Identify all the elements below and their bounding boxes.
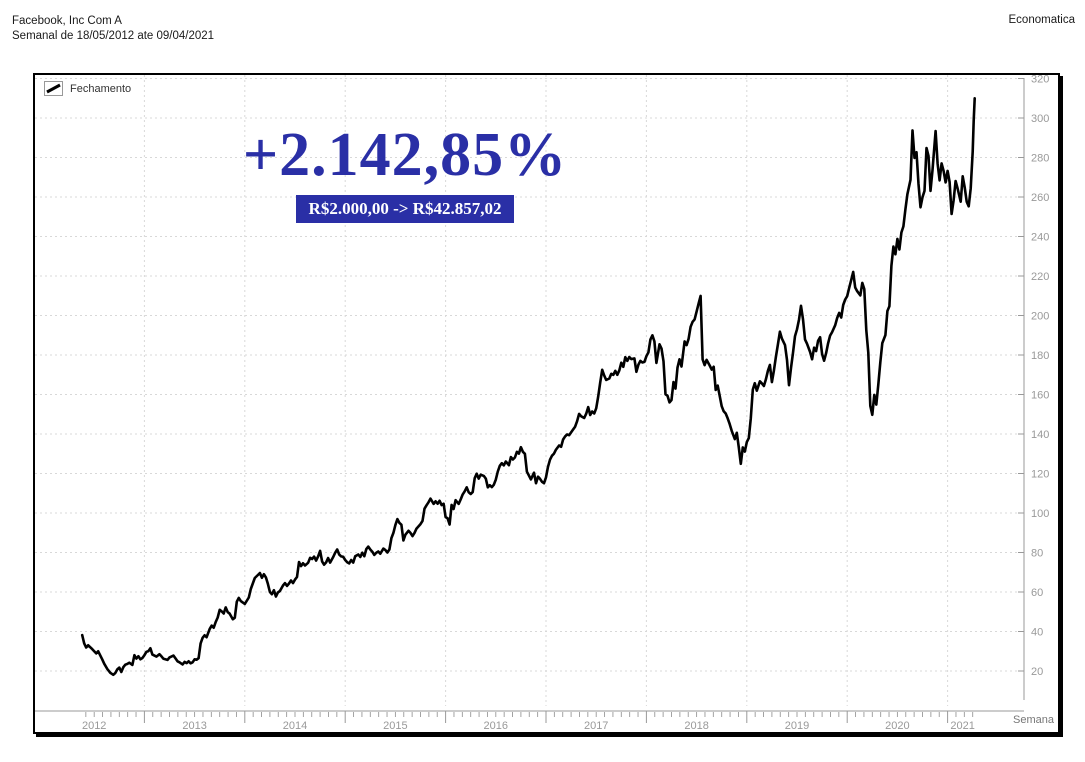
svg-text:2017: 2017 xyxy=(584,720,608,732)
svg-text:2014: 2014 xyxy=(283,720,307,732)
svg-text:40: 40 xyxy=(1031,627,1043,639)
legend-item-label: Fechamento xyxy=(70,82,132,95)
x-axis-title: Semana xyxy=(1013,714,1054,726)
svg-text:2012: 2012 xyxy=(82,720,106,732)
svg-text:260: 260 xyxy=(1031,192,1049,204)
performance-annotation: +2.142,85% R$2.000,00 -> R$42.857,02 xyxy=(238,121,572,223)
svg-text:2021: 2021 xyxy=(950,720,974,732)
svg-text:200: 200 xyxy=(1031,311,1049,323)
svg-text:80: 80 xyxy=(1031,548,1043,560)
svg-text:2013: 2013 xyxy=(182,720,206,732)
svg-text:2018: 2018 xyxy=(684,720,708,732)
brand-label: Economatica xyxy=(1008,14,1075,26)
svg-text:100: 100 xyxy=(1031,508,1049,520)
chart-canvas: 20 40 60 80 100 120 140 160 180 200 220 240 260 280 30… xyxy=(35,75,1058,732)
axis-ticks xyxy=(85,78,1024,723)
svg-text:160: 160 xyxy=(1031,390,1049,402)
svg-text:140: 140 xyxy=(1031,429,1049,441)
performance-range-box: R$2.000,00 -> R$42.857,02 xyxy=(295,195,515,223)
svg-text:2020: 2020 xyxy=(885,720,909,732)
svg-text:300: 300 xyxy=(1031,113,1049,125)
svg-text:2019: 2019 xyxy=(785,720,809,732)
page-title: Facebook, Inc Com A xyxy=(12,15,122,27)
series-line-fechamento xyxy=(80,96,977,677)
svg-text:320: 320 xyxy=(1031,75,1049,86)
svg-text:2016: 2016 xyxy=(484,720,508,732)
svg-text:280: 280 xyxy=(1031,153,1049,165)
line-swatch-icon xyxy=(44,81,63,96)
svg-text:120: 120 xyxy=(1031,469,1049,481)
axes xyxy=(35,78,1025,712)
report-header: Facebook, Inc Com A Semanal de 18/05/201… xyxy=(12,14,214,44)
page-subtitle: Semanal de 18/05/2012 ate 09/04/2021 xyxy=(12,30,215,42)
svg-text:240: 240 xyxy=(1031,232,1049,244)
chart-frame: 20 40 60 80 100 120 140 160 180 200 220 240 260 280 30… xyxy=(33,73,1060,734)
svg-text:2015: 2015 xyxy=(383,720,407,732)
performance-percent: +2.142,85% xyxy=(242,121,568,189)
axis-labels: 20 40 60 80 100 120 140 160 180 200 220 240 260 280 30… xyxy=(82,75,1049,732)
legend-item-fechamento[interactable]: Fechamento xyxy=(44,81,131,96)
svg-text:220: 220 xyxy=(1031,271,1049,283)
svg-text:20: 20 xyxy=(1031,666,1043,678)
svg-text:60: 60 xyxy=(1031,587,1043,599)
legend: Fechamento xyxy=(44,81,131,96)
price-chart-svg: 20 40 60 80 100 120 140 160 180 200 220 240 260 280 30… xyxy=(35,75,1049,732)
gridlines xyxy=(35,75,1024,706)
svg-text:180: 180 xyxy=(1031,350,1049,362)
